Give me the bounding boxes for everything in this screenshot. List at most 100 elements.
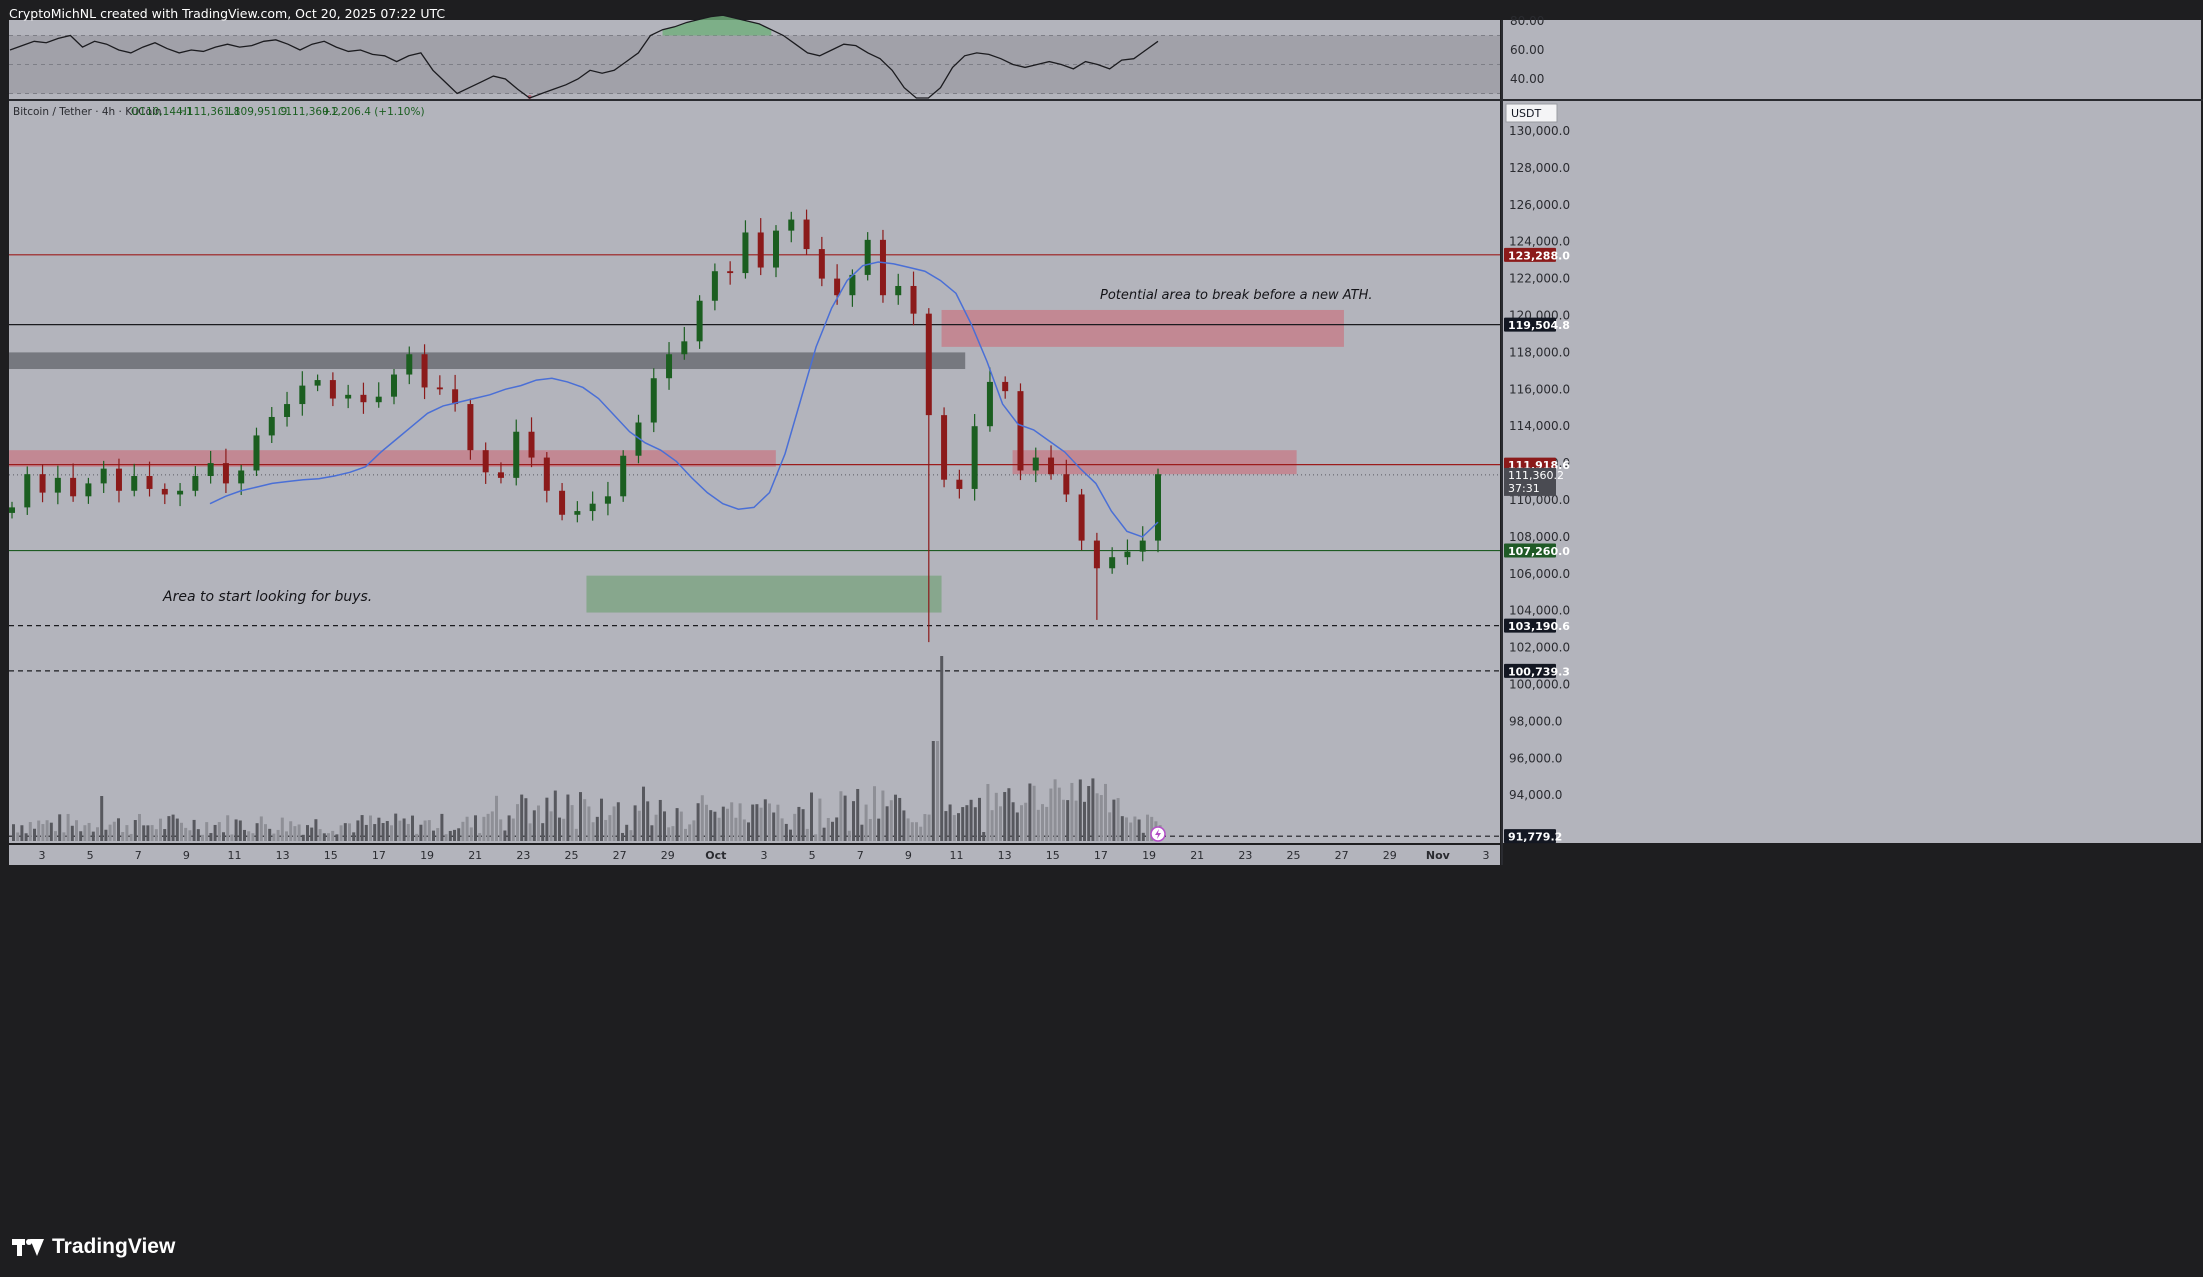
volume-bar (952, 815, 956, 841)
volume-bar (171, 814, 175, 841)
lightning-icon (1150, 826, 1166, 842)
price-axis: 130,000.0 128,000.0 126,000.0 124,000.0 122,… (1504, 103, 1570, 844)
volume-bar (238, 820, 242, 841)
volume-bar (553, 790, 557, 841)
volume-bar (747, 822, 750, 841)
time-tick-label: 3 (39, 849, 46, 862)
attribution-text: CryptoMichNL created with TradingView.co… (9, 6, 446, 21)
candle-body (452, 389, 459, 405)
price-tick-label: 102,000.0 (1509, 641, 1570, 655)
price-tick-label: 116,000.0 (1509, 382, 1570, 396)
candle-body (421, 354, 428, 388)
volume-bar (146, 825, 150, 841)
volume-bar (675, 808, 679, 841)
volume-bar (293, 826, 297, 841)
volume-bar (301, 834, 305, 841)
candle-body (70, 477, 77, 497)
volume-bar (100, 796, 104, 841)
legend-low: L109,951.9 (228, 106, 287, 118)
currency-label: USDT (1511, 107, 1542, 120)
volume-bar (999, 806, 1002, 841)
candle-body (115, 468, 122, 491)
volume-bar (33, 828, 36, 841)
current-price-label: 111,360.2 (1508, 469, 1564, 482)
candle-body (956, 479, 963, 489)
volume-bar (129, 833, 133, 841)
volume-bar (1020, 805, 1023, 841)
volume-bar (852, 801, 855, 841)
volume-bar (62, 832, 66, 841)
candle-body (85, 483, 92, 497)
volume-bar (810, 792, 813, 841)
rsi-axis-bg (1503, 20, 2201, 99)
dashed-line-100739-label: 100,739.3 (1508, 665, 1570, 678)
volume-bar (831, 821, 834, 841)
time-tick-label: 15 (324, 849, 338, 862)
volume-bar (1104, 783, 1107, 841)
candle-body (1109, 557, 1116, 569)
volume-bar (369, 815, 372, 841)
volume-bar (591, 822, 595, 841)
volume-bar (163, 829, 167, 841)
candle-body (971, 426, 978, 489)
volume-bar (625, 824, 629, 841)
candle-body (54, 477, 61, 493)
volume-bar (75, 820, 78, 841)
price-tick-label: 104,000.0 (1509, 604, 1570, 618)
candle-body (910, 285, 917, 314)
price-axis-bg (1503, 101, 2201, 843)
volume-bar (906, 818, 910, 841)
support-line-107260-label: 107,260.0 (1508, 545, 1570, 558)
volume-bar (461, 821, 465, 841)
candle-body (131, 476, 138, 491)
time-tick-label: 3 (761, 849, 768, 862)
volume-bar (726, 808, 729, 841)
volume-bar (709, 810, 713, 841)
red-zone-left (9, 450, 776, 467)
candle-body (39, 474, 46, 493)
volume-bar (243, 829, 246, 841)
volume-bar (125, 825, 129, 841)
volume-bar (965, 805, 969, 841)
volume-bar (49, 822, 53, 841)
time-tick-label: 21 (468, 849, 482, 862)
volume-bar (759, 807, 763, 841)
candle-body (879, 239, 886, 296)
tradingview-logo[interactable]: TradingView (12, 1232, 175, 1262)
volume-bar (70, 825, 74, 841)
volume-bar (1129, 822, 1133, 841)
volume-bar (763, 799, 767, 841)
volume-bar (516, 804, 519, 841)
volume-bar (637, 810, 641, 841)
legend-open: O110,144.1 (131, 106, 193, 118)
volume-bar (314, 819, 318, 841)
volume-bar (411, 815, 414, 841)
volume-bar (352, 832, 356, 841)
volume-bar (1120, 816, 1124, 841)
candle-body (161, 488, 168, 495)
volume-bar (511, 818, 515, 841)
volume-bar (45, 820, 49, 841)
volume-bar (154, 829, 158, 841)
volume-bar (1024, 802, 1028, 841)
volume-bar (1108, 812, 1112, 841)
volume-bar (738, 803, 742, 841)
volume-bar (1133, 816, 1137, 841)
volume-bar (310, 827, 314, 841)
candle-body (406, 354, 413, 375)
volume-bar (234, 819, 238, 841)
volume-bar (881, 790, 885, 841)
time-tick-label: 27 (1335, 849, 1349, 862)
volume-bar (87, 822, 91, 841)
candle-body (299, 385, 306, 405)
volume-bar (994, 792, 998, 841)
volume-bar (705, 804, 708, 841)
currency-selector[interactable] (1505, 103, 1558, 123)
main-group: Potential area to break before a new ATH… (9, 106, 1500, 841)
volume-bar (142, 825, 146, 841)
volume-bar (432, 830, 435, 841)
volume-bar (684, 828, 687, 841)
volume-bar (1070, 782, 1074, 841)
dashed-line-91779-label: 91,779.2 (1508, 831, 1562, 844)
